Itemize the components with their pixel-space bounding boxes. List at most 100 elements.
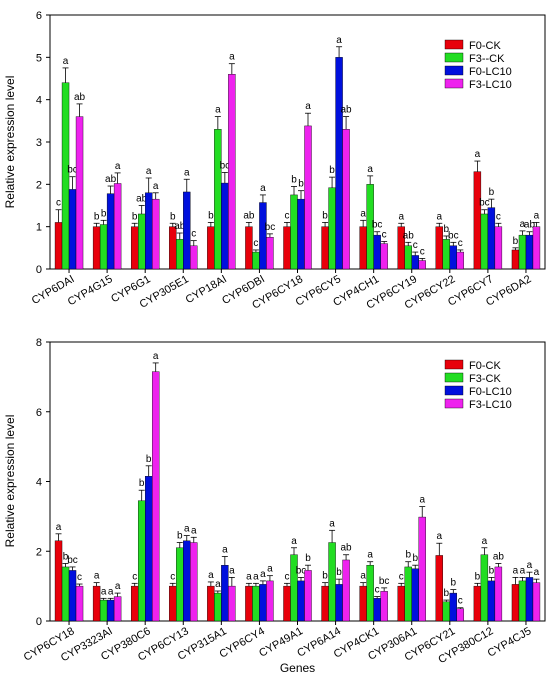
y-tick-label: 4: [36, 477, 42, 489]
significance-label: a: [253, 571, 259, 582]
significance-label: ab: [74, 92, 86, 103]
bar: [137, 213, 146, 270]
bar: [290, 194, 298, 270]
significance-label: a: [527, 560, 533, 571]
bar: [335, 57, 343, 270]
significance-label: bc: [379, 576, 390, 587]
bar: [137, 500, 146, 622]
significance-label: b: [298, 179, 304, 190]
bar: [92, 585, 101, 622]
legend-swatch: [444, 39, 464, 50]
y-axis-label: Relative expression level: [3, 76, 17, 209]
significance-label: bc: [265, 222, 276, 233]
significance-label: c: [285, 210, 290, 221]
significance-label: ab: [403, 230, 415, 241]
significance-label: a: [520, 219, 526, 230]
significance-label: b: [170, 211, 176, 222]
bar: [221, 182, 229, 270]
bar: [207, 226, 215, 270]
bar: [449, 592, 458, 622]
significance-label: a: [360, 571, 366, 582]
bar: [487, 207, 496, 270]
bar: [525, 234, 534, 270]
bar: [259, 584, 267, 622]
significance-label: b: [412, 553, 418, 564]
significance-label: a: [260, 183, 266, 194]
significance-label: c: [77, 572, 82, 583]
bar: [411, 255, 419, 270]
bar: [283, 585, 291, 622]
bar: [214, 592, 222, 622]
bar: [335, 584, 343, 622]
bar: [380, 243, 388, 270]
bar: [283, 226, 291, 270]
bar: [321, 585, 329, 622]
legend-label: F3-LC10: [469, 79, 512, 91]
significance-label: a: [94, 571, 100, 582]
bar: [113, 183, 122, 270]
legend-swatch: [444, 372, 464, 383]
bar: [359, 226, 367, 270]
significance-label: c: [382, 229, 387, 240]
significance-label: a: [291, 536, 297, 547]
bar: [297, 580, 305, 622]
bar: [252, 585, 260, 622]
bar: [99, 224, 108, 270]
significance-label: b: [291, 174, 297, 185]
significance-label: a: [108, 586, 114, 597]
bar: [176, 547, 184, 622]
significance-label: b: [146, 454, 152, 465]
legend-swatch: [444, 52, 464, 63]
bar: [494, 226, 503, 270]
bar: [228, 585, 236, 622]
bar: [518, 234, 527, 270]
bar: [54, 540, 63, 622]
legend-label: F3-LC10: [469, 399, 512, 411]
significance-label: a: [229, 52, 235, 63]
significance-label: a: [146, 166, 152, 177]
bar: [404, 566, 412, 622]
significance-label: ab: [174, 221, 186, 232]
significance-label: b: [322, 571, 328, 582]
y-tick-label: 4: [36, 95, 42, 107]
bar: [480, 554, 489, 622]
significance-label: b: [329, 165, 335, 176]
bar: [190, 542, 198, 622]
bar: [113, 596, 122, 622]
bar: [259, 202, 267, 270]
bar: [473, 585, 482, 622]
y-tick-label: 1: [36, 222, 42, 234]
significance-label: c: [496, 211, 501, 222]
bar: [532, 226, 541, 270]
bar: [449, 245, 458, 270]
bar: [359, 585, 367, 622]
significance-label: a: [360, 208, 366, 219]
bar: [106, 193, 115, 270]
significance-label: ab: [136, 194, 148, 205]
significance-label: b: [322, 210, 328, 221]
significance-label: b: [489, 187, 495, 198]
bar: [297, 198, 305, 270]
bar: [266, 237, 274, 270]
bar: [61, 82, 70, 270]
y-tick-label: 0: [36, 264, 42, 276]
significance-label: a: [101, 586, 107, 597]
significance-label: a: [153, 351, 159, 362]
significance-label: bc: [67, 555, 78, 566]
significance-label: ab: [341, 543, 353, 554]
bar: [245, 226, 253, 270]
bar: [183, 191, 191, 270]
significance-label: a: [208, 570, 214, 581]
legend-swatch: [444, 398, 464, 409]
significance-label: ab: [341, 105, 353, 116]
significance-label: a: [513, 565, 519, 576]
bar: [442, 601, 451, 622]
significance-label: a: [260, 569, 266, 580]
bar: [342, 559, 350, 622]
bar: [106, 599, 115, 622]
significance-label: c: [132, 571, 137, 582]
significance-label: c: [399, 571, 404, 582]
significance-label: b: [444, 224, 450, 235]
